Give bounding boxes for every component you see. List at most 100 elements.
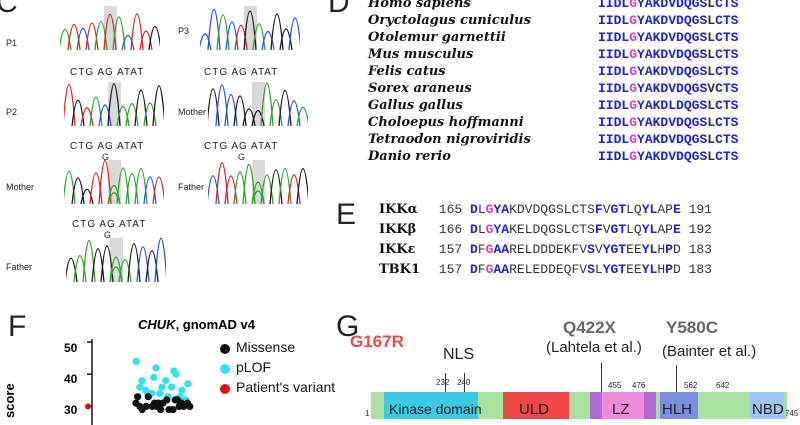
missense-point	[175, 402, 183, 410]
trace-peak	[234, 24, 248, 51]
chromatogram-svg	[60, 6, 160, 51]
residue-segment: F	[477, 262, 486, 277]
species-name: Otolemur garnettii	[368, 30, 506, 45]
legend-dot-missense	[220, 344, 230, 354]
species-name: Mus musculus	[368, 47, 474, 62]
y-tick-label: 40	[64, 372, 78, 386]
position-label: 232	[436, 378, 450, 387]
trace-peak	[225, 21, 239, 51]
chromatogram	[208, 158, 308, 206]
trace-label: P3	[178, 26, 190, 36]
residue-segment: YAKDVDQGS	[637, 47, 708, 62]
residue-segment: H	[657, 242, 666, 257]
residue-segment: CTS	[715, 64, 739, 79]
trace-peak	[98, 160, 112, 205]
residue-segment: E	[672, 222, 681, 237]
patient-variant-point	[85, 403, 91, 410]
plof-point	[184, 380, 192, 388]
domain-uld	[503, 392, 569, 419]
variant-label-y580c: Y580C	[666, 318, 718, 337]
residue-segment: KELDQGSLCTS	[509, 222, 595, 237]
trace-label: Mother	[178, 107, 207, 117]
marker-line	[601, 363, 602, 392]
trace-peak	[145, 250, 159, 283]
residue-segment: CTS	[715, 0, 739, 11]
domain-label-kinase: Kinase domain	[389, 401, 482, 417]
legend-label-missense: Missense	[236, 339, 296, 355]
residue-segment: AA	[493, 242, 510, 257]
start-position: 165	[431, 202, 471, 217]
chart-title: CHUK, gnomAD v4	[138, 317, 255, 332]
trace-peak	[98, 104, 112, 127]
residue-segment: EE	[626, 262, 642, 277]
position-label: 562	[684, 381, 698, 390]
paralog-name: IKKβ	[379, 222, 417, 237]
chromatogram-svg	[208, 82, 308, 127]
sequence-text: CTG AG ATAT	[204, 141, 279, 152]
trace-label: P2	[6, 107, 18, 117]
domain-lz	[602, 392, 644, 419]
domain-hlh	[660, 392, 698, 419]
residue-segment: KDVDQGSLCTS	[509, 202, 595, 217]
residue-segment: L	[707, 98, 716, 113]
trace-peak	[200, 33, 212, 51]
residue-segment: RELEDDEQFV	[509, 262, 588, 277]
residue-segment: YL	[641, 222, 658, 237]
residue-segment: L	[707, 47, 716, 62]
variant-base: G	[238, 152, 246, 162]
trace-peak	[148, 26, 160, 51]
missense-point	[169, 406, 177, 414]
residue-segment: D	[672, 242, 681, 257]
position-label: 240	[457, 378, 471, 387]
end-position: 191	[680, 202, 712, 217]
residue-segment: RELDDDEKFV	[509, 242, 588, 257]
nls-label: NLS	[443, 346, 475, 363]
paralog-row: TBK1 157 DFGAARELEDDEQFVSLYGTEEYLHPD 183	[379, 262, 712, 277]
trace-peak	[112, 16, 126, 51]
residue-segment: L	[477, 202, 486, 217]
trace-label: Mother	[6, 182, 35, 192]
variant-residue: G	[629, 0, 638, 11]
y-tick-label: 30	[64, 403, 78, 417]
paralog-name: IKKε	[379, 242, 416, 257]
residue-segment: CTS	[715, 81, 739, 96]
missense-point	[163, 396, 171, 404]
residue-segment: YAKDLDQGS	[637, 98, 708, 113]
plof-point	[150, 373, 158, 381]
species-name: Homo sapiens	[368, 0, 471, 11]
residue-segment: CTS	[715, 30, 739, 45]
position-label: 642	[716, 381, 730, 390]
domain-lz-right	[644, 392, 656, 419]
residue-segment: D	[470, 222, 478, 237]
residue-segment: CTS	[715, 149, 739, 164]
variant-residue: G	[485, 222, 494, 237]
residue-segment: YGT	[602, 242, 627, 257]
variant-residue: G	[485, 242, 494, 257]
variant-residue: G	[485, 262, 494, 277]
panel-g-letter: G	[336, 310, 360, 343]
residue-segment: IIDL	[598, 64, 630, 79]
residue-segment: IIDL	[598, 149, 630, 164]
paralog-row: IKKβ 166 DLGYAKELDQGSLCTSFVGTLQYLAPE 192	[379, 222, 712, 237]
trace-peak	[261, 30, 275, 51]
missense-point	[142, 402, 150, 410]
residue-segment: AP	[657, 202, 673, 217]
trace-peak	[143, 102, 157, 127]
residue-segment: L	[707, 132, 716, 147]
domain-nbd	[750, 392, 784, 419]
variant-base: G	[104, 230, 112, 240]
species-name: Tetraodon nigroviridis	[368, 132, 531, 147]
trace-peak-secondary	[109, 266, 123, 283]
species-name: Felis catus	[368, 64, 446, 79]
variant-residue: G	[629, 115, 638, 130]
scatter-plot	[85, 339, 194, 425]
residue-segment: F	[594, 222, 603, 237]
species-name: Sorex araneus	[368, 81, 472, 96]
trace-peak	[125, 173, 139, 205]
residue-segment: YAKDVDQGS	[637, 0, 708, 11]
alignment-sequence: IIDLGYAKDVDQGSLCTS	[598, 47, 738, 62]
trace-label: Father	[178, 182, 205, 192]
trace-peak	[80, 188, 94, 205]
trace-peak	[89, 172, 103, 205]
residue-segment: L	[707, 0, 716, 11]
